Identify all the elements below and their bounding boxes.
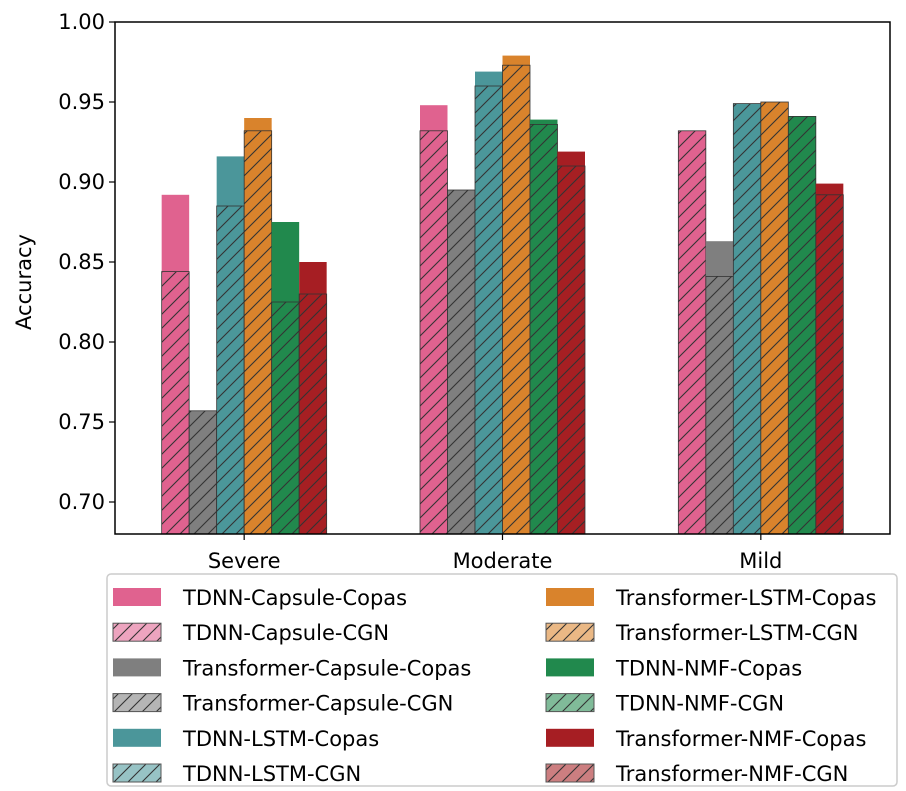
bar-tdnn-lstm-cgn: [216, 205, 245, 535]
bar-tdnn-nmf-cgn: [529, 124, 558, 535]
legend-label: Transformer-Capsule-CGN: [182, 692, 453, 716]
legend-label: Transformer-NMF-Copas: [615, 727, 866, 751]
legend-label: TDNN-Capsule-Copas: [182, 586, 407, 610]
bar-transformer-lstm-cgn: [243, 130, 273, 535]
legend-label: Transformer-LSTM-CGN: [615, 621, 858, 645]
y-tick-label: 0.75: [58, 410, 105, 434]
legend-swatch: [545, 693, 595, 713]
bars: [161, 55, 844, 535]
y-tick-label: 0.70: [58, 490, 105, 514]
legend-label: TDNN-NMF-Copas: [615, 656, 802, 680]
legend-swatch: [112, 622, 162, 642]
bar-transformer-lstm-cgn: [502, 64, 531, 535]
x-tick-label: Mild: [739, 549, 782, 573]
legend: TDNN-Capsule-Copas TDNN-Capsule-CGN Transf…: [106, 573, 898, 787]
legend-label: TDNN-LSTM-CGN: [182, 762, 361, 786]
bar-tdnn-capsule-cgn: [677, 130, 707, 535]
bar-transformer-lstm-cgn: [760, 101, 789, 535]
x-tick-label: Severe: [208, 549, 281, 573]
legend-label: TDNN-NMF-CGN: [615, 692, 784, 716]
legend-label: TDNN-LSTM-Copas: [182, 727, 379, 751]
legend-label: TDNN-Capsule-CGN: [182, 621, 389, 645]
y-axis: 0.70 0.75 0.80 0.85 0.90 0.95 1.00: [58, 10, 115, 514]
legend-swatch: [546, 588, 594, 606]
bar-transformer-nmf-cgn: [298, 293, 328, 535]
legend-label: Transformer-LSTM-Copas: [615, 586, 876, 610]
legend-swatch: [546, 728, 594, 747]
bar-tdnn-lstm-cgn: [732, 103, 762, 535]
bar-transformer-nmf-cgn: [815, 194, 844, 535]
legend-label: Transformer-Capsule-Copas: [182, 656, 471, 680]
legend-swatch: [545, 763, 595, 783]
y-axis-label: Accuracy: [12, 234, 36, 330]
x-axis: Severe Moderate Mild: [208, 534, 782, 573]
legend-swatch: [113, 658, 161, 677]
legend-swatch: [113, 728, 161, 747]
bar-transformer-capsule-cgn: [447, 189, 476, 535]
y-tick-label: 0.85: [58, 250, 105, 274]
x-tick-label: Moderate: [453, 549, 553, 573]
bar-tdnn-nmf-cgn: [271, 301, 300, 535]
bar-tdnn-lstm-cgn: [474, 85, 503, 535]
legend-swatch: [112, 693, 162, 713]
legend-label: Transformer-NMF-CGN: [615, 762, 848, 786]
bar-transformer-capsule-cgn: [188, 410, 218, 535]
y-tick-label: 0.95: [58, 90, 105, 114]
legend-swatch: [112, 763, 162, 783]
bar-tdnn-capsule-cgn: [161, 271, 190, 535]
legend-swatch: [545, 622, 595, 642]
y-tick-label: 1.00: [58, 10, 105, 34]
legend-frame: [106, 573, 898, 787]
legend-swatch: [113, 588, 161, 606]
y-tick-label: 0.80: [58, 330, 105, 354]
bar-tdnn-capsule-cgn: [419, 130, 448, 535]
y-tick-label: 0.90: [58, 170, 105, 194]
bar-tdnn-nmf-cgn: [787, 116, 817, 535]
legend-swatch: [546, 658, 594, 677]
bar-transformer-capsule-cgn: [705, 275, 734, 535]
bar-transformer-nmf-cgn: [557, 165, 586, 535]
